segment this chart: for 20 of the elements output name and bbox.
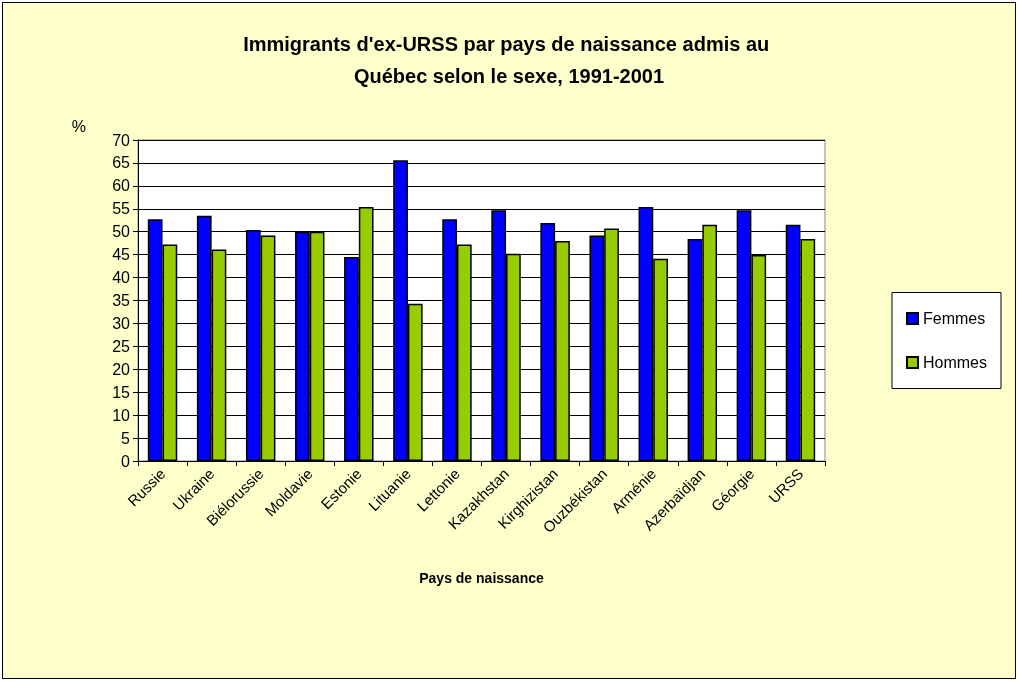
y-tick-label: 25 [112, 337, 131, 355]
legend-label: Femmes [922, 310, 986, 327]
y-tick-label: 20 [112, 360, 131, 378]
y-axis-title: % [71, 117, 86, 135]
y-tick-label: 5 [121, 429, 131, 447]
y-tick-label: 0 [121, 452, 131, 470]
chart-title: Immigrants d'ex-URSS par pays de naissance admis au Québec selon le sexe, 1991-2001 [243, 33, 775, 87]
y-tick-label: 65 [112, 154, 131, 172]
y-tick-label: 40 [112, 269, 131, 287]
y-tick-label: 10 [112, 406, 131, 424]
y-tick-label: 70 [112, 131, 131, 149]
y-tick-label: 60 [112, 177, 131, 195]
x-axis-title: Pays de naissance [419, 570, 544, 586]
y-tick-label: 55 [112, 200, 131, 218]
y-tick-label: 50 [112, 223, 131, 241]
y-tick-label: 30 [112, 314, 131, 332]
y-tick-label: 15 [112, 383, 131, 401]
y-tick-label: 35 [112, 292, 131, 309]
legend-label: Hommes [922, 354, 988, 371]
y-tick-label: 45 [112, 246, 131, 264]
